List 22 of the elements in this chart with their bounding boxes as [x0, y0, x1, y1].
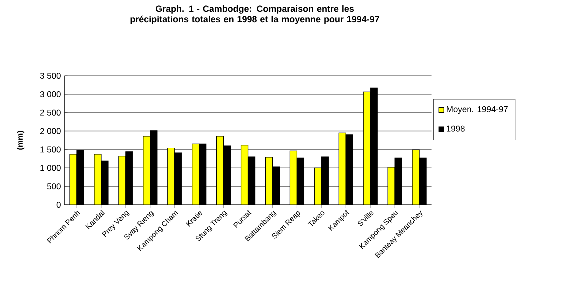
y-tick-label: 3 000: [40, 91, 61, 98]
bar: [216, 136, 224, 205]
bar: [314, 168, 322, 205]
chart-title: Graph. 1 - Cambodge: Comparaison entre les précipitations totales en 1998 et la moyenne pour 1994-97: [130, 6, 380, 24]
y-tick-label: 2 500: [40, 110, 61, 116]
bar: [339, 133, 346, 205]
y-tick-label: 1 500: [40, 146, 61, 153]
bar: [241, 145, 248, 205]
bar: [168, 148, 175, 205]
bar: [290, 151, 298, 205]
y-tick-label: 500: [47, 184, 61, 190]
bar: [388, 167, 396, 205]
bar: [192, 144, 200, 205]
y-tick-label: 0: [56, 202, 61, 208]
y-tick-label: 3 500: [40, 73, 61, 79]
bar: [266, 157, 273, 205]
bar: [143, 136, 150, 205]
legend-label: 1998: [447, 126, 465, 132]
legend-label: Moyen. 1994-97: [447, 106, 508, 114]
y-tick-label: 1 000: [40, 165, 61, 172]
bar: [364, 92, 371, 205]
y-tick-label: 2 000: [40, 128, 61, 134]
